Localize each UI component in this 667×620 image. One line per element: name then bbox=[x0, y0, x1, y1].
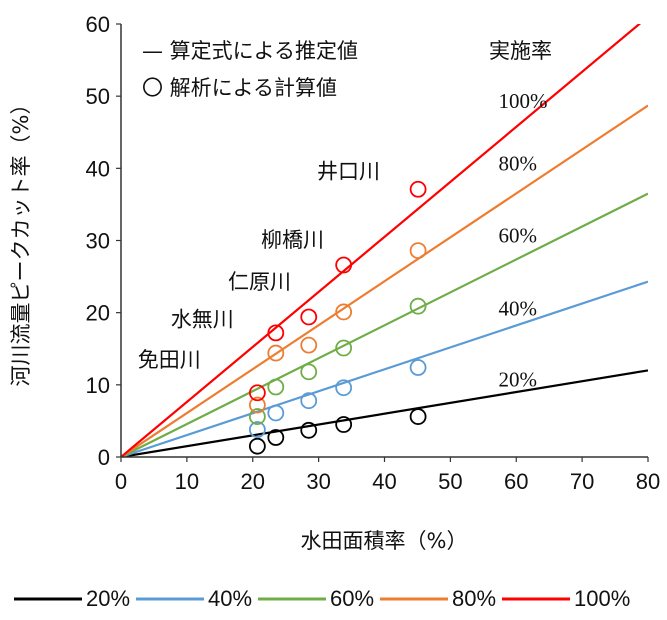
rate-label-20pct: 20% bbox=[498, 367, 537, 391]
x-tick-label: 30 bbox=[306, 469, 330, 494]
x-tick-label: 10 bbox=[175, 469, 199, 494]
x-tick-label: 80 bbox=[636, 469, 660, 494]
data-point-20pct bbox=[267, 429, 285, 446]
data-point-20pct bbox=[335, 416, 353, 433]
rate-label-40pct: 40% bbox=[498, 297, 537, 321]
river-annotation: 柳橋川 bbox=[261, 228, 324, 252]
x-tick-label: 0 bbox=[115, 469, 127, 494]
data-point-60pct bbox=[335, 339, 353, 357]
legend-label-40pct: 40% bbox=[208, 586, 252, 611]
series-line-60pct bbox=[121, 192, 648, 457]
data-point-40pct bbox=[267, 404, 285, 422]
y-tick-label: 40 bbox=[86, 156, 110, 181]
y-tick-label: 0 bbox=[98, 445, 110, 470]
data-point-60pct bbox=[409, 297, 427, 315]
legend-label-80pct: 80% bbox=[452, 586, 496, 611]
river-annotation: 免田川 bbox=[138, 348, 201, 372]
x-tick-label: 50 bbox=[438, 469, 462, 494]
data-point-80pct bbox=[335, 303, 353, 321]
series-points bbox=[248, 180, 427, 455]
data-point-40pct bbox=[248, 421, 266, 438]
river-annotations: 免田川 水無川 仁原川 柳橋川 井口川 bbox=[138, 159, 380, 371]
x-tick-label: 70 bbox=[570, 469, 594, 494]
x-tick-label: 40 bbox=[372, 469, 396, 494]
river-annotation: 井口川 bbox=[317, 159, 380, 183]
data-point-20pct bbox=[300, 421, 318, 439]
y-axis-title: 河川流量ピークカット率（%） bbox=[9, 94, 33, 387]
data-point-100pct bbox=[409, 180, 427, 198]
y-tick-label: 10 bbox=[86, 373, 110, 398]
legend-circles: 〇 解析による計算値 bbox=[142, 76, 337, 100]
data-point-100pct bbox=[248, 384, 266, 402]
rate-label-100pct: 100% bbox=[498, 89, 547, 113]
data-point-60pct bbox=[300, 363, 318, 381]
data-point-100pct bbox=[335, 256, 353, 274]
data-point-80pct bbox=[248, 396, 266, 414]
data-point-60pct bbox=[267, 378, 285, 396]
rate-label-80pct: 80% bbox=[498, 152, 537, 176]
y-ticks: 0 10 20 30 40 50 60 bbox=[86, 12, 121, 470]
series-line-20pct bbox=[121, 369, 648, 457]
legend-label-60pct: 60% bbox=[330, 586, 374, 611]
data-point-80pct bbox=[300, 336, 318, 354]
data-point-80pct bbox=[409, 242, 427, 260]
data-point-60pct bbox=[248, 408, 266, 425]
series-lines bbox=[121, 24, 648, 457]
data-point-20pct bbox=[409, 408, 427, 425]
x-axis-title: 水田面積率（%） bbox=[301, 529, 468, 553]
y-tick-label: 20 bbox=[86, 301, 110, 326]
data-point-100pct bbox=[300, 308, 318, 326]
data-point-40pct bbox=[409, 359, 427, 376]
data-point-80pct bbox=[267, 344, 285, 362]
data-point-40pct bbox=[335, 379, 353, 397]
data-point-100pct bbox=[267, 324, 285, 342]
legend-label-100pct: 100% bbox=[574, 586, 630, 611]
rate-label-60pct: 60% bbox=[498, 224, 537, 248]
series-line-40pct bbox=[121, 280, 648, 457]
rate-labels: 20% 40% 60% 80% 100% bbox=[498, 89, 547, 392]
data-point-20pct bbox=[248, 437, 266, 455]
x-ticks: 0 10 20 30 40 50 60 70 80 bbox=[115, 457, 660, 494]
river-annotation: 仁原川 bbox=[228, 270, 291, 294]
bottom-legend: 20% 40% 60% 80% 100% bbox=[14, 586, 630, 611]
y-tick-label: 30 bbox=[86, 229, 110, 254]
x-tick-label: 60 bbox=[504, 469, 528, 494]
data-point-40pct bbox=[300, 392, 318, 410]
x-tick-label: 20 bbox=[241, 469, 265, 494]
legend-lines: — 算定式による推定値 bbox=[142, 39, 358, 63]
y-tick-label: 50 bbox=[86, 84, 110, 109]
river-annotation: 水無川 bbox=[171, 307, 234, 331]
series-line-80pct bbox=[121, 104, 648, 457]
legend-label-20pct: 20% bbox=[86, 586, 130, 611]
series-line-100pct bbox=[121, 24, 642, 457]
y-tick-label: 60 bbox=[86, 12, 110, 37]
rate-header: 実施率 bbox=[489, 39, 552, 63]
